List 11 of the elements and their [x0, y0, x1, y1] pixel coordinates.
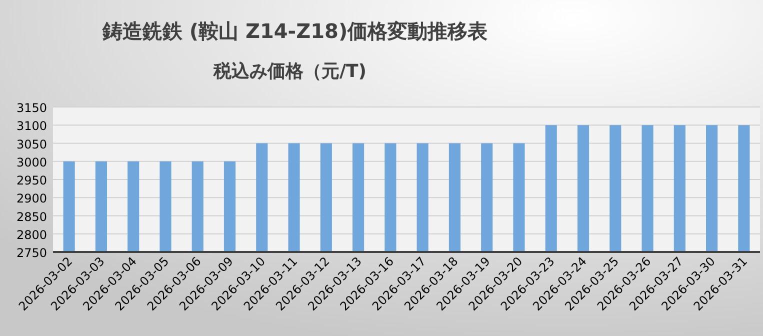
y-tick-label: 3150 — [16, 101, 47, 115]
y-tick-label: 3000 — [16, 155, 47, 170]
y-tick-label: 2750 — [16, 246, 47, 260]
y-tick-label: 2900 — [16, 192, 47, 206]
y-tick-label: 2850 — [16, 210, 47, 224]
chart-title: 鋳造銑鉄 (鞍山 Z14-Z18)価格変動推移表 — [101, 19, 488, 43]
y-tick-label: 2800 — [16, 228, 47, 242]
y-tick-label: 3100 — [16, 119, 47, 134]
y-tick-label: 3050 — [16, 137, 47, 152]
chart-subtitle: 税込み価格（元/T) — [212, 61, 367, 82]
y-tick-label: 2950 — [16, 174, 47, 188]
